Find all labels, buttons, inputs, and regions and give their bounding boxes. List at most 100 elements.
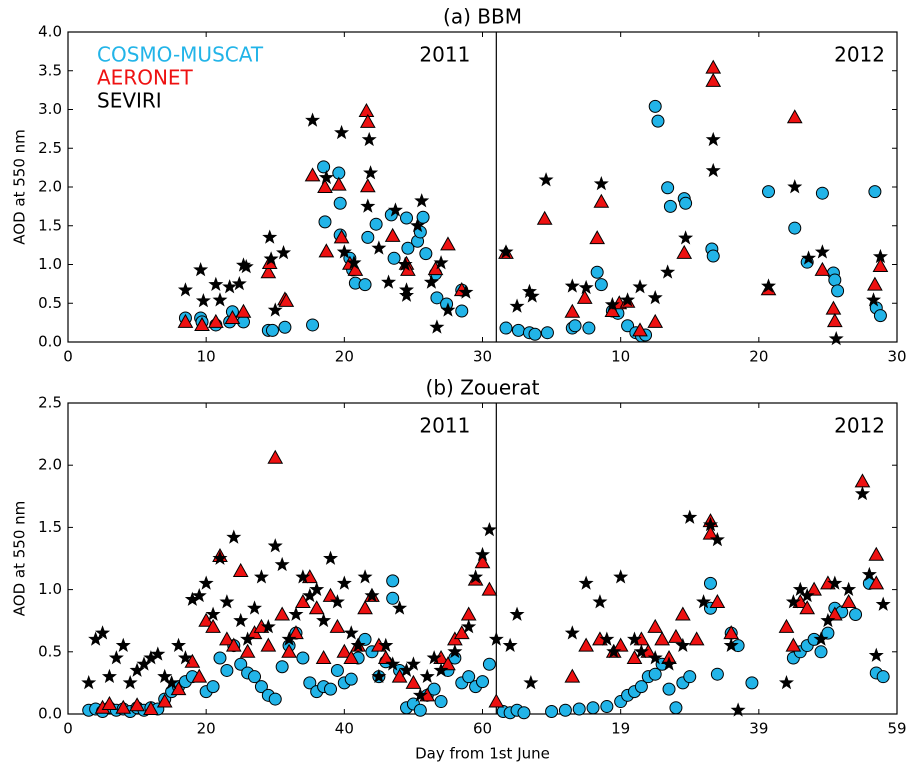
point <box>392 600 408 615</box>
point <box>350 637 366 652</box>
point <box>682 509 698 524</box>
point <box>305 112 321 127</box>
point <box>828 331 844 346</box>
point <box>401 241 415 255</box>
x-tick-label: 10 <box>611 348 630 366</box>
point <box>661 656 677 671</box>
point <box>247 600 263 615</box>
point <box>239 643 256 658</box>
point <box>213 651 227 665</box>
point <box>377 649 394 665</box>
point <box>329 618 346 633</box>
point <box>578 279 594 295</box>
point <box>876 670 890 684</box>
point <box>651 114 665 128</box>
point <box>572 702 586 716</box>
point <box>309 581 325 596</box>
point <box>821 626 835 640</box>
point <box>343 625 359 640</box>
point <box>399 287 414 302</box>
point <box>868 647 884 662</box>
point <box>164 675 180 690</box>
y-tick-label: 1.5 <box>38 216 62 234</box>
point <box>115 699 132 714</box>
point <box>536 210 553 225</box>
point <box>647 618 664 633</box>
point <box>220 663 234 677</box>
point <box>705 59 722 74</box>
y-tick-label: 2.0 <box>38 456 62 474</box>
x-tick-label: 40 <box>335 720 354 738</box>
point <box>676 244 693 259</box>
point <box>122 675 138 690</box>
y-axis-label: AOD at 550 nm <box>11 129 29 244</box>
point <box>275 660 289 674</box>
point <box>599 631 615 646</box>
point <box>462 670 476 684</box>
point <box>405 674 422 689</box>
point <box>81 675 97 690</box>
point <box>254 680 268 694</box>
point <box>143 701 159 716</box>
point <box>668 628 684 643</box>
point <box>705 131 721 147</box>
y-tick-label: 1.0 <box>38 580 62 598</box>
point <box>621 319 635 333</box>
point <box>592 594 608 609</box>
point <box>669 701 683 715</box>
point <box>317 160 331 174</box>
point <box>129 697 145 712</box>
x-tick-label: 60 <box>473 720 492 738</box>
point <box>177 650 193 665</box>
point <box>233 612 249 628</box>
point <box>157 668 173 684</box>
point <box>627 631 642 646</box>
point <box>612 637 629 652</box>
point <box>706 249 720 263</box>
point <box>306 318 320 332</box>
point <box>207 313 224 328</box>
point <box>194 316 210 331</box>
point <box>826 606 843 621</box>
point <box>705 162 721 178</box>
point <box>814 244 830 259</box>
point <box>226 529 242 544</box>
point <box>799 587 815 603</box>
point <box>361 230 375 244</box>
point <box>195 293 211 308</box>
point <box>815 186 829 200</box>
point <box>660 264 676 279</box>
point <box>208 276 224 292</box>
y-tick-label: 3.5 <box>38 61 62 79</box>
point <box>814 645 828 659</box>
point <box>606 643 622 659</box>
point <box>593 193 610 208</box>
point <box>171 637 187 652</box>
point <box>387 202 403 217</box>
point <box>330 176 347 191</box>
point <box>212 292 228 307</box>
point <box>344 672 358 686</box>
point <box>745 676 759 690</box>
point <box>458 284 474 299</box>
point <box>267 449 284 464</box>
point <box>647 313 664 328</box>
point <box>872 248 888 264</box>
point <box>647 289 663 305</box>
point <box>481 522 497 537</box>
point <box>206 680 220 694</box>
point <box>482 657 496 671</box>
point <box>234 657 248 671</box>
point <box>219 594 235 609</box>
point <box>433 255 449 270</box>
point <box>663 199 677 213</box>
point <box>248 670 262 684</box>
x-tick-label: 19 <box>611 720 630 738</box>
y-tick-label: 0.5 <box>38 642 62 660</box>
point <box>778 618 795 633</box>
point <box>540 326 554 340</box>
point <box>295 569 311 584</box>
y-tick-label: 2.0 <box>38 178 62 196</box>
point <box>369 217 383 231</box>
point <box>240 631 256 646</box>
